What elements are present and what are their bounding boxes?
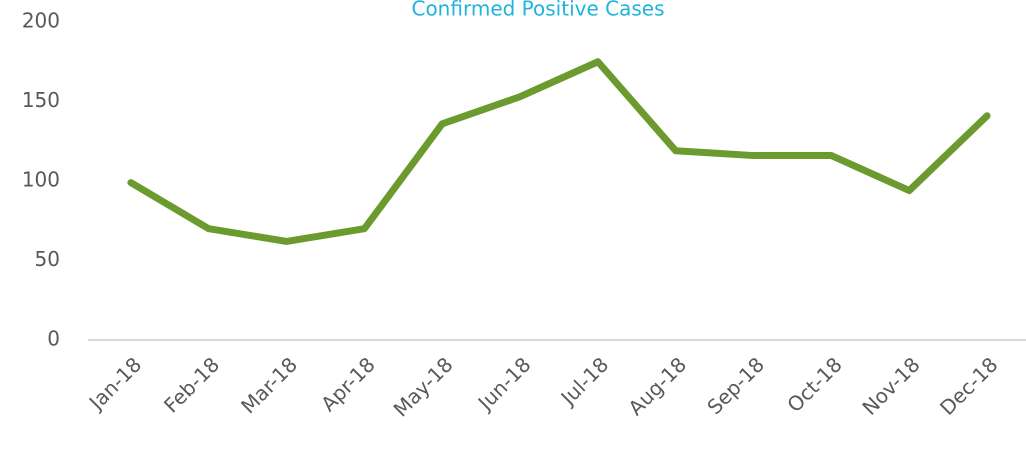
x-tick-label: Dec-18 [935,352,1002,419]
data-line [127,58,991,245]
y-tick-label: 100 [22,168,60,192]
x-tick-label: May-18 [389,352,458,421]
y-tick-label: 200 [22,9,60,33]
x-tick-label: Mar-18 [236,352,302,418]
y-tick-label: 50 [35,247,60,271]
x-tick-label: Apr-18 [316,352,380,416]
x-tick-label: Jun-18 [472,352,536,416]
x-tick-label: Nov-18 [857,352,924,419]
y-tick-label: 150 [22,88,60,112]
y-tick-label: 0 [47,327,60,351]
x-tick-label: Jan-18 [83,352,146,415]
x-tick-label: Aug-18 [623,352,691,420]
x-tick-label: Jul-18 [555,352,614,411]
x-tick-label: Feb-18 [159,352,224,417]
x-tick-label: Oct-18 [782,352,847,417]
chart-title: Confirmed Positive Cases [411,0,664,21]
x-tick-label: Sep-18 [702,352,769,419]
